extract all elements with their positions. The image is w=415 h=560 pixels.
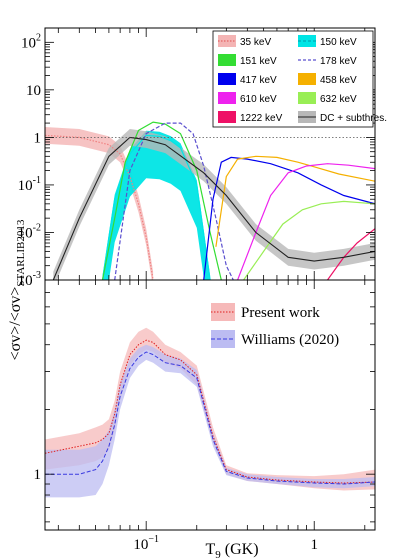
bottom-series-line-0	[45, 339, 375, 484]
bottom-series-line-1	[45, 351, 375, 485]
y-tick-label-top-2: 10-1	[18, 175, 41, 194]
series-line-8	[327, 228, 375, 280]
legend-label-0: 35 keV	[240, 37, 271, 48]
legend-swatch-2	[218, 54, 236, 66]
legend-swatch-5	[298, 73, 316, 85]
legends: 35 keV 150 keV 151 keV 178 keV 417 keV 458 ke…	[211, 30, 387, 348]
legend-label-2: 151 keV	[240, 56, 277, 67]
series-line-0	[45, 134, 154, 280]
series-line-4	[203, 156, 375, 280]
bottom-frame	[44, 279, 376, 531]
bottom-legend: Present work Williams (2020)	[211, 303, 339, 348]
series-line-1	[101, 134, 211, 280]
legend-label-9: DC + subthres.	[320, 113, 387, 124]
bottom-panel-plot	[45, 327, 375, 498]
legend-label-4: 417 keV	[240, 75, 277, 86]
series-line-7	[243, 200, 375, 280]
x-axis-label: T9 (GK)	[205, 541, 258, 560]
legend-swatch-8	[218, 111, 236, 123]
y-tick-label-bottom-0: 1	[34, 467, 42, 483]
x-tick-label-1: 1	[310, 537, 318, 553]
legend-label-7: 632 keV	[320, 94, 357, 105]
legend-label-3: 178 keV	[320, 56, 357, 67]
legend-label-6: 610 keV	[240, 94, 277, 105]
band-1	[102, 130, 211, 280]
legend-swatch-1	[298, 35, 316, 47]
bottom-legend-label-0: Present work	[241, 305, 320, 321]
series-line-6	[237, 163, 375, 280]
band-9	[53, 129, 375, 280]
top-legend-box	[212, 30, 374, 128]
x-tick-label-0: 10−1	[133, 534, 159, 553]
legend-swatch-bg-3	[298, 54, 316, 66]
y-tick-label-top-3: 1	[34, 130, 42, 146]
series-line-5	[215, 155, 375, 247]
legend-label-5: 458 keV	[320, 75, 357, 86]
bottom-band-1	[45, 344, 375, 498]
legend-label-8: 1222 keV	[240, 113, 283, 124]
series-line-2	[101, 121, 222, 280]
y-tick-label-top-4: 10	[26, 83, 41, 99]
series-line-9	[52, 136, 375, 280]
legend-swatch-7	[298, 92, 316, 104]
y-axis-label: <σv>/<σv>STARLIB2013	[7, 219, 27, 360]
bottom-legend-label-1: Williams (2020)	[241, 332, 339, 348]
legend-label-1: 150 keV	[320, 37, 357, 48]
legend-swatch-4	[218, 73, 236, 85]
top-panel-plot	[45, 121, 375, 280]
legend-swatch-6	[218, 92, 236, 104]
y-tick-label-top-5: 102	[21, 32, 41, 51]
top-legend: 35 keV 150 keV 151 keV 178 keV 417 keV 458 ke…	[212, 30, 387, 128]
